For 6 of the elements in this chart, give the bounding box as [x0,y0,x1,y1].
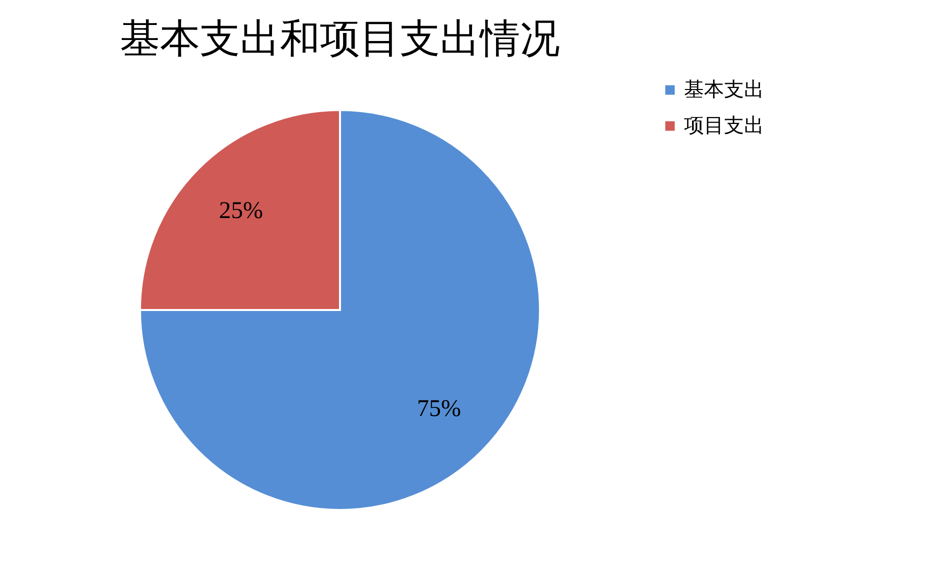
legend-label: 项目支出 [684,115,764,137]
pie-slice [139,109,541,511]
legend-label: 基本支出 [684,79,764,101]
data-label: 75% [416,396,461,422]
data-label: 25% [219,198,264,224]
chart-title: 基本支出和项目支出情况 [120,16,560,61]
